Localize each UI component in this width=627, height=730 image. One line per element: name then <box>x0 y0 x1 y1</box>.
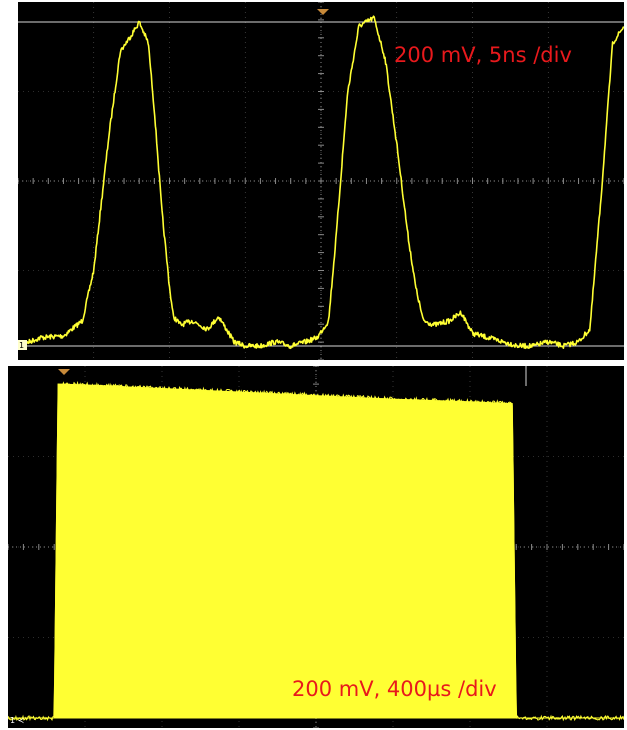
bottom-scale-annotation: 200 mV, 400µs /div <box>292 677 497 701</box>
bottom-waveform-area <box>8 383 624 719</box>
scope-top-panel: 1 200 mV, 5ns /div <box>18 2 624 360</box>
trigger-position-marker <box>317 9 329 15</box>
bottom-channel-marker: 1 ≺ <box>10 716 24 725</box>
scope-bottom-panel: 1 ≺ 200 mV, 400µs /div <box>8 366 624 728</box>
bottom-waveform-noise <box>8 380 624 722</box>
top-channel-marker-box <box>18 340 27 350</box>
top-channel-marker: 1 <box>19 341 24 350</box>
top-scale-annotation: 200 mV, 5ns /div <box>394 43 572 67</box>
top-waveform-trace <box>18 15 624 350</box>
top-grid <box>18 2 624 360</box>
bottom-trigger-marker <box>58 369 70 375</box>
